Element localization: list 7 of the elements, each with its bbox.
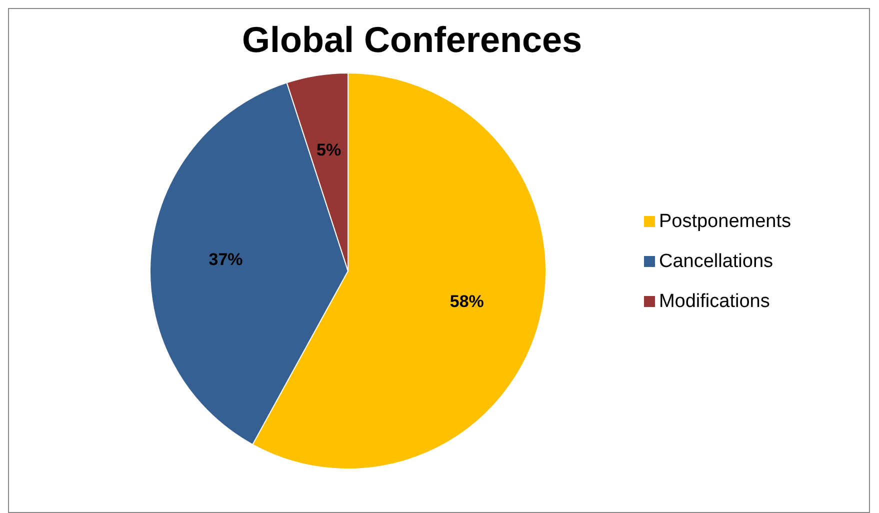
legend-label: Postponements — [658, 210, 791, 232]
chart-title: Global Conferences — [240, 19, 584, 61]
legend-label: Modifications — [658, 290, 770, 312]
data-label: 5% — [316, 140, 342, 160]
legend-label: Cancellations — [658, 250, 774, 272]
data-label: 58% — [450, 292, 484, 312]
data-label: 37% — [208, 250, 243, 269]
